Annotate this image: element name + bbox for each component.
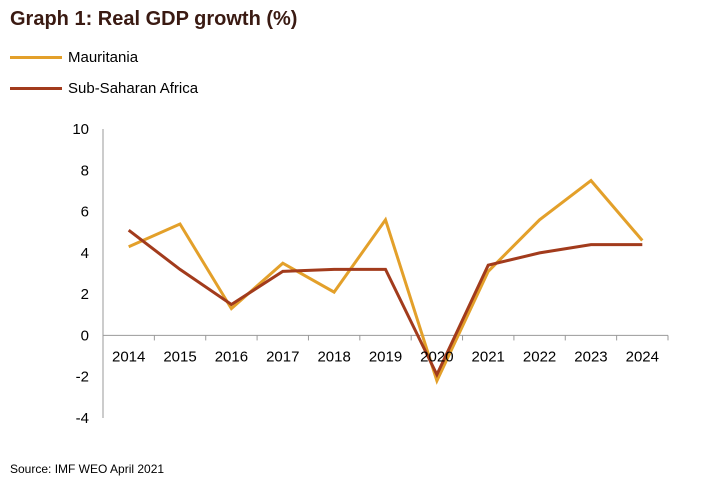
y-tick-label: 2: [81, 286, 89, 303]
legend-swatch-mauritania: [10, 55, 62, 59]
x-tick-label: 2015: [163, 348, 196, 365]
x-tick-label: 2024: [626, 348, 659, 365]
y-tick-label: -4: [76, 410, 89, 427]
x-tick-label: 2016: [215, 348, 248, 365]
chart-title: Graph 1: Real GDP growth (%): [10, 8, 298, 30]
x-tick-label: 2023: [574, 348, 607, 365]
series-line-mauritania: [128, 178, 644, 385]
x-tick-label: 2017: [266, 348, 299, 365]
x-tick-label: 2018: [317, 348, 350, 365]
y-tick-label: 6: [81, 204, 89, 221]
x-tick-label: 2022: [523, 348, 556, 365]
x-tick-label: 2021: [472, 348, 505, 365]
legend-label-sub-saharan-africa: Sub-Saharan Africa: [68, 79, 199, 97]
source-note: Source: IMF WEO April 2021: [10, 462, 165, 476]
y-tick-label: 8: [81, 162, 89, 179]
legend-item-sub-saharan-africa: Sub-Saharan Africa: [10, 78, 198, 98]
series-line-sub-saharan-africa: [127, 229, 643, 379]
y-tick-label: 4: [81, 245, 89, 262]
x-tick-label: 2019: [369, 348, 402, 365]
legend-swatch-sub-saharan-africa: [10, 86, 62, 90]
legend-label-mauritania: Mauritania: [68, 48, 139, 66]
legend-item-mauritania: Mauritania: [10, 47, 138, 67]
x-tick-label: 2014: [112, 348, 145, 365]
y-tick-label: -2: [76, 369, 89, 386]
y-tick-label: 0: [81, 327, 89, 344]
y-tick-label: 10: [72, 121, 89, 138]
x-tick-label: 2020: [420, 348, 453, 365]
